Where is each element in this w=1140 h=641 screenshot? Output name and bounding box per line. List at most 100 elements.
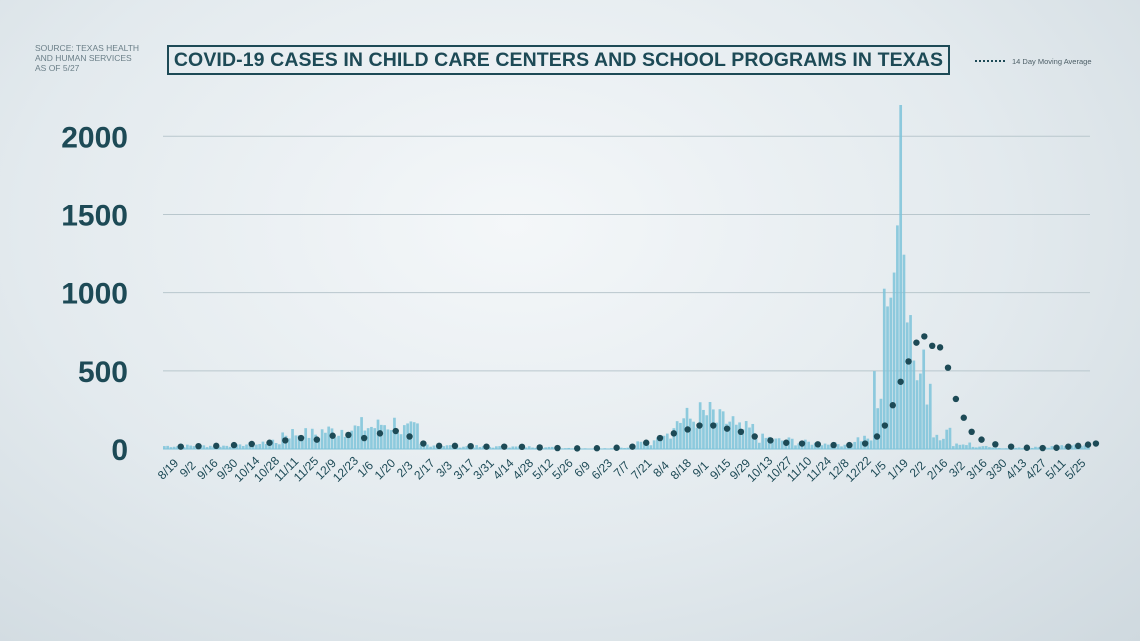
daily-case-bar bbox=[524, 447, 528, 449]
daily-case-bar bbox=[889, 297, 893, 449]
daily-case-bar bbox=[534, 447, 538, 449]
moving-average-point bbox=[767, 437, 774, 444]
daily-case-bar bbox=[317, 437, 321, 449]
daily-case-bar bbox=[968, 442, 972, 449]
moving-average-point bbox=[360, 434, 368, 442]
daily-case-bar bbox=[636, 441, 640, 449]
moving-average-point bbox=[213, 442, 220, 450]
moving-average-point bbox=[313, 436, 321, 443]
daily-case-bar bbox=[853, 441, 857, 449]
chart-legend: 14 Day Moving Average bbox=[975, 55, 1092, 67]
daily-case-bar bbox=[1037, 447, 1041, 449]
daily-case-bar bbox=[350, 430, 354, 449]
daily-case-bar bbox=[951, 446, 955, 449]
daily-case-bar bbox=[899, 105, 903, 449]
y-tick-label: 1000 bbox=[61, 278, 128, 311]
daily-case-bar bbox=[619, 447, 623, 449]
daily-case-bar bbox=[721, 411, 725, 449]
daily-case-bar bbox=[935, 434, 939, 449]
daily-case-bar bbox=[961, 444, 965, 449]
daily-case-bar bbox=[679, 422, 682, 449]
daily-case-bar bbox=[1070, 445, 1073, 449]
moving-average-point bbox=[1039, 444, 1046, 452]
daily-case-bar bbox=[186, 444, 189, 449]
daily-case-bar bbox=[761, 433, 764, 449]
x-tick-label: 9/1 bbox=[690, 458, 712, 480]
legend-label: 14 Day Moving Average bbox=[1012, 56, 1092, 66]
daily-case-bar bbox=[909, 315, 912, 449]
daily-case-bar bbox=[810, 444, 814, 449]
daily-case-bar bbox=[261, 441, 265, 449]
moving-average-point bbox=[451, 442, 459, 450]
daily-case-bar bbox=[656, 437, 659, 449]
daily-case-bar bbox=[672, 428, 676, 449]
daily-case-bar bbox=[777, 438, 781, 449]
daily-case-bar bbox=[419, 443, 423, 449]
moving-average-point bbox=[952, 395, 960, 403]
daily-case-bar bbox=[1080, 446, 1083, 449]
moving-average-point bbox=[282, 437, 289, 444]
daily-case-bar bbox=[1063, 446, 1067, 449]
daily-case-bar bbox=[896, 225, 899, 449]
source-line: AS OF 5/27 bbox=[35, 63, 80, 73]
daily-case-bar bbox=[238, 444, 242, 449]
daily-case-bar bbox=[495, 446, 498, 449]
moving-average-point bbox=[554, 444, 561, 452]
daily-case-bar bbox=[886, 306, 889, 449]
daily-case-bar bbox=[205, 447, 209, 449]
daily-case-bar bbox=[383, 425, 386, 449]
moving-average-point bbox=[406, 433, 413, 440]
moving-average-point bbox=[483, 443, 490, 450]
daily-case-bar bbox=[169, 447, 173, 449]
moving-average-point bbox=[897, 378, 904, 385]
daily-case-bar bbox=[258, 444, 262, 449]
daily-case-bar bbox=[994, 447, 998, 449]
daily-case-bar bbox=[245, 444, 248, 449]
daily-case-bar bbox=[827, 444, 830, 449]
moving-average-point bbox=[643, 439, 650, 446]
daily-case-bar bbox=[202, 445, 206, 449]
daily-case-bar bbox=[1083, 445, 1087, 449]
moving-average-point bbox=[1074, 442, 1082, 450]
daily-case-bar bbox=[481, 446, 485, 449]
moving-average-point bbox=[230, 441, 238, 449]
daily-case-bar bbox=[448, 445, 452, 449]
daily-case-bar bbox=[974, 447, 978, 449]
moving-average-point bbox=[913, 339, 920, 346]
x-tick-label: 7/7 bbox=[611, 458, 633, 480]
daily-case-bar bbox=[297, 435, 301, 449]
x-tick-label: 8/4 bbox=[650, 458, 672, 480]
daily-case-bar bbox=[222, 445, 225, 449]
daily-case-bar bbox=[728, 421, 732, 449]
daily-case-bar bbox=[928, 383, 932, 449]
daily-case-bar bbox=[669, 438, 672, 449]
moving-average-point bbox=[814, 441, 822, 448]
daily-case-bar bbox=[659, 437, 663, 449]
daily-case-bar bbox=[1034, 446, 1037, 449]
daily-case-bar bbox=[873, 371, 876, 449]
daily-case-bar bbox=[922, 349, 926, 449]
daily-case-bar bbox=[965, 445, 968, 449]
daily-case-bar bbox=[271, 439, 275, 449]
x-tick-label: 2/3 bbox=[394, 458, 416, 480]
daily-case-bar bbox=[991, 447, 995, 449]
x-tick-label: 9/2 bbox=[177, 458, 199, 480]
daily-case-bar bbox=[445, 445, 449, 449]
moving-average-point bbox=[670, 430, 678, 437]
daily-case-bar bbox=[366, 428, 370, 449]
daily-case-bar bbox=[228, 446, 232, 449]
daily-case-bar bbox=[942, 438, 945, 449]
daily-case-bar bbox=[1014, 447, 1018, 449]
daily-case-bar bbox=[429, 446, 432, 449]
daily-case-bar bbox=[1017, 447, 1021, 449]
daily-case-bar bbox=[304, 428, 308, 449]
moving-average-point bbox=[684, 426, 691, 433]
daily-case-bar bbox=[458, 447, 462, 449]
moving-average-point bbox=[968, 428, 975, 435]
daily-case-bar bbox=[416, 423, 419, 449]
daily-case-bar bbox=[255, 444, 258, 449]
moving-average-point bbox=[376, 430, 384, 437]
daily-case-bar bbox=[836, 444, 840, 449]
moving-average-point bbox=[518, 443, 526, 451]
